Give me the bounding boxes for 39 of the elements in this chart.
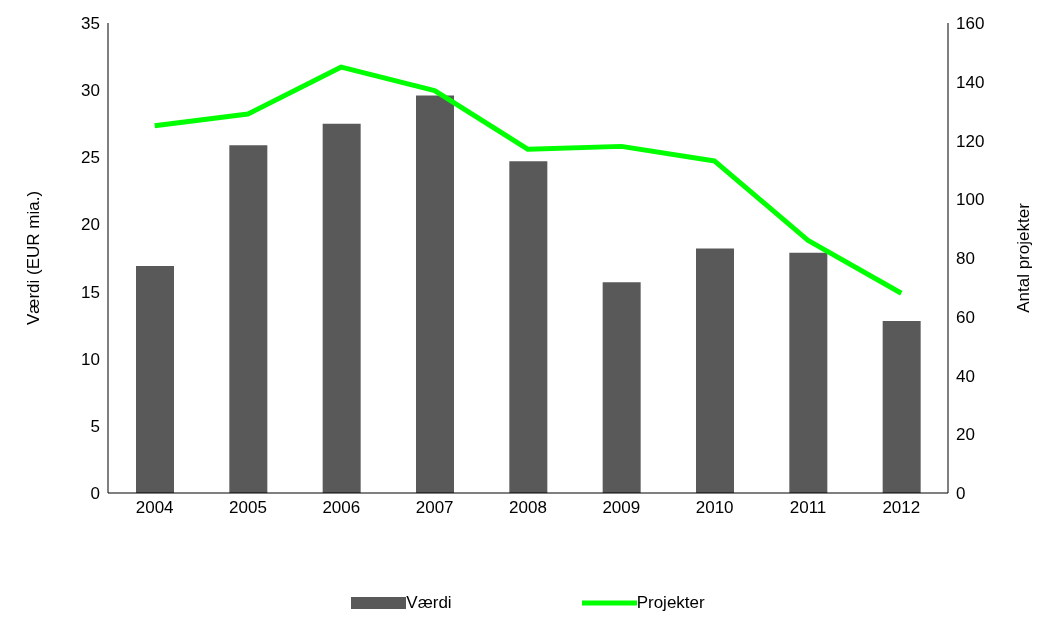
y-tick-label: 15 — [81, 282, 100, 302]
y-tick-label: 10 — [81, 349, 100, 369]
x-tick-label: 2006 — [322, 498, 361, 518]
y-axis-title: Værdi (EUR mia.) — [24, 190, 44, 326]
x-tick-label: 2008 — [509, 498, 547, 518]
y2-tick-label: 40 — [956, 366, 975, 386]
y2-tick-label: 120 — [956, 131, 985, 151]
x-tick-label: 2009 — [602, 498, 641, 518]
y-tick-label: 25 — [81, 148, 100, 168]
y2-tick-label: 100 — [956, 190, 985, 210]
y2-tick-label: 80 — [956, 249, 975, 269]
y-tick-label: 0 — [90, 484, 100, 504]
x-tick-label: 2004 — [135, 498, 174, 518]
bar — [789, 252, 828, 493]
y-tick-label: 20 — [81, 215, 100, 235]
y2-tick-label: 20 — [956, 425, 975, 445]
y-tick-label: 35 — [81, 14, 100, 34]
y2-axis-title: Antal projekter — [1014, 202, 1034, 313]
y-tick-label: 30 — [81, 81, 100, 101]
x-tick-label: 2005 — [229, 498, 267, 518]
bar — [602, 282, 641, 493]
bar — [696, 248, 734, 493]
bar — [509, 161, 548, 493]
y-tick-label: 5 — [90, 416, 100, 436]
legend-label: Projekter — [636, 593, 705, 613]
y2-tick-label: 160 — [956, 14, 985, 34]
legend-label: Værdi — [406, 593, 452, 613]
bar — [136, 266, 174, 493]
y2-tick-label: 140 — [956, 72, 985, 92]
bar — [322, 123, 361, 493]
y2-tick-label: 0 — [956, 484, 966, 504]
x-tick-label: 2011 — [789, 498, 827, 518]
y2-tick-label: 60 — [956, 307, 975, 327]
bar — [416, 95, 454, 493]
x-tick-label: 2010 — [695, 498, 734, 518]
bar — [882, 321, 921, 493]
bar — [229, 145, 268, 493]
x-tick-label: 2012 — [882, 498, 921, 518]
x-tick-label: 2007 — [415, 498, 454, 518]
